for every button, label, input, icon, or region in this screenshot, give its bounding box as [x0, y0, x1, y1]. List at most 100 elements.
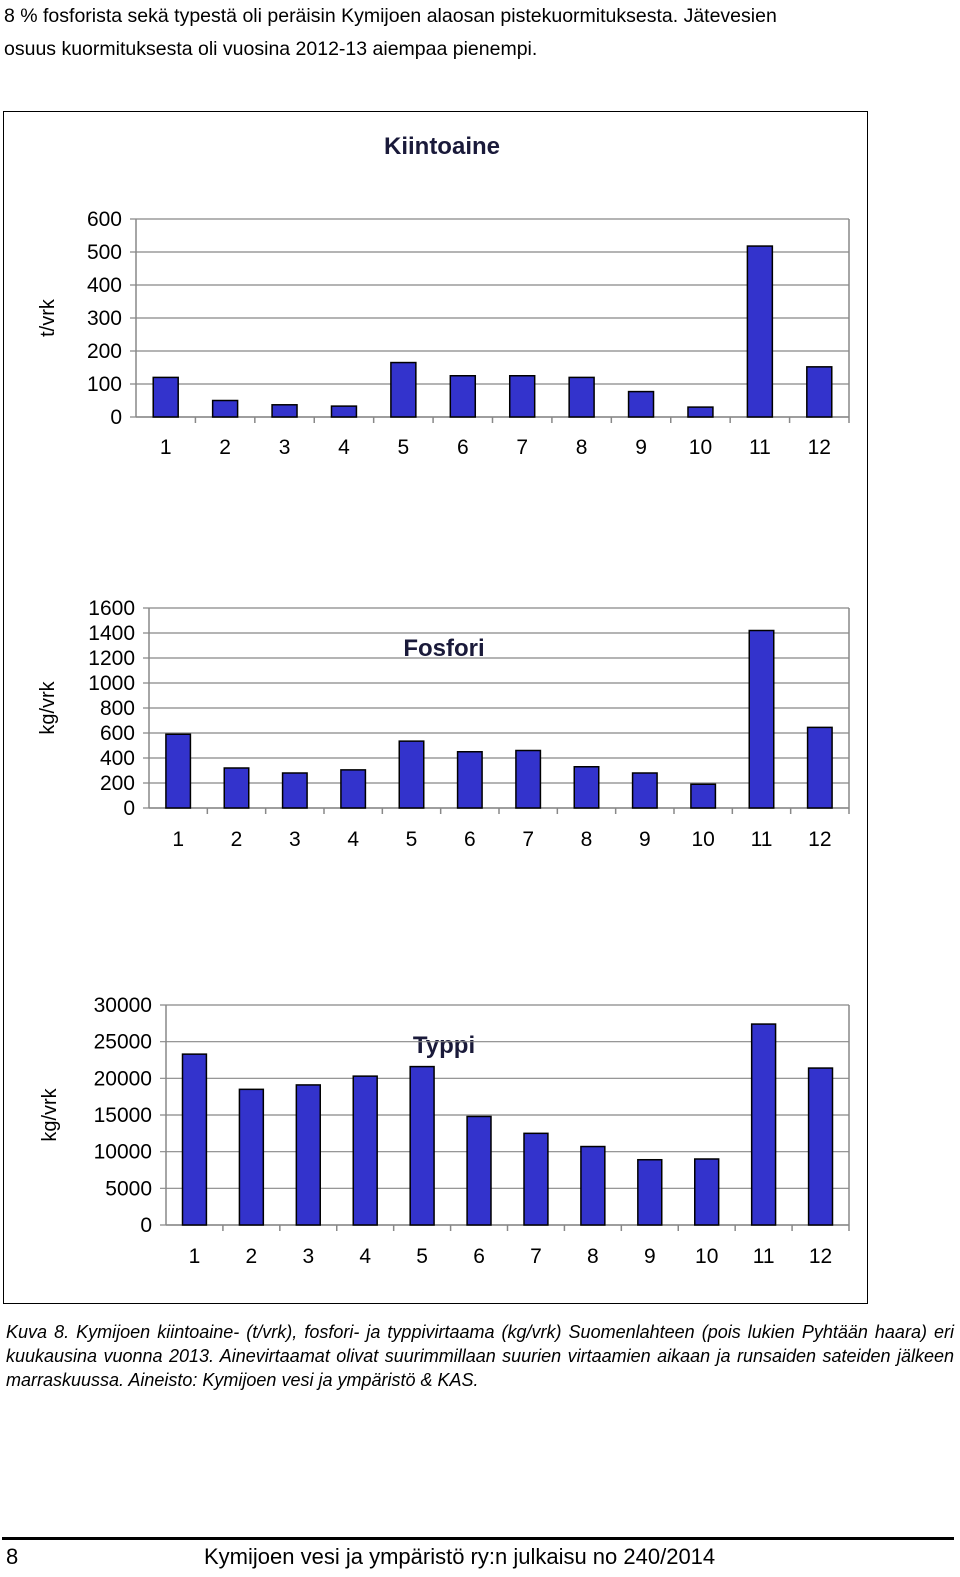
- y-axis-label: kg/vrk: [37, 680, 59, 734]
- x-tick-label: 10: [691, 828, 714, 851]
- y-tick-label: 200: [100, 772, 135, 795]
- footer-rule: [2, 1537, 954, 1540]
- bar-fosfori-3: [281, 772, 308, 809]
- x-tick-label: 9: [639, 828, 651, 851]
- bar-kiintoaine-3: [271, 404, 298, 418]
- x-tick-label: 2: [231, 828, 243, 851]
- y-tick-label: 200: [87, 340, 122, 363]
- chart-typpi: Typpi 0 5000 10000 15000 20000 25000 30000 kg/vr…: [4, 902, 869, 1297]
- y-tick-label: 1200: [88, 647, 135, 670]
- bar-kiintoaine-6: [449, 375, 477, 418]
- y-tick-label: 5000: [105, 1177, 152, 1200]
- figure-frame: Kiintoaine 0 100 200 300 400 500 600 t/vrk 1 2 3 4 5 6…: [3, 111, 868, 1304]
- x-tick-label: 8: [581, 828, 593, 851]
- x-tick-label: 11: [751, 828, 773, 851]
- y-tick-label: 1000: [88, 672, 135, 695]
- y-tick-label: 15000: [94, 1104, 152, 1127]
- bar-typpi-9: [637, 1158, 663, 1226]
- bar-fosfori-1: [165, 733, 192, 809]
- chart-kiintoaine: Kiintoaine 0 100 200 300 400 500 600 t/vrk 1 2 3 4 5 6…: [4, 112, 869, 482]
- x-tick-label: 3: [302, 1245, 314, 1268]
- x-tick-label: 1: [172, 828, 184, 851]
- chart-title: Typpi: [413, 1032, 475, 1059]
- bar-kiintoaine-10: [687, 406, 714, 418]
- y-tick-label: 30000: [94, 994, 152, 1017]
- bar-typpi-3: [295, 1084, 321, 1226]
- bar-kiintoaine-12: [806, 366, 833, 418]
- bar-kiintoaine-11: [746, 245, 774, 418]
- caption-label: Kuva 8.: [6, 1322, 70, 1342]
- x-tick-label: 4: [347, 828, 359, 851]
- bar-fosfori-8: [573, 766, 600, 809]
- x-tick-label: 3: [289, 828, 301, 851]
- x-tick-label: 1: [189, 1245, 201, 1268]
- bar-fosfori-12: [806, 726, 833, 809]
- x-tick-label: 8: [587, 1245, 599, 1268]
- y-axis-label: kg/vrk: [39, 1087, 61, 1141]
- bar-kiintoaine-2: [211, 399, 239, 418]
- y-tick-label: 100: [87, 373, 122, 396]
- bar-kiintoaine-5: [390, 361, 417, 418]
- y-tick-label: 300: [87, 307, 122, 330]
- x-tick-label: 4: [359, 1245, 371, 1268]
- y-tick-label: 10000: [94, 1141, 152, 1164]
- y-tick-label: 25000: [94, 1031, 152, 1054]
- bar-typpi-1: [181, 1053, 208, 1226]
- x-tick-label: 10: [695, 1245, 718, 1268]
- y-tick-label: 0: [123, 797, 135, 820]
- x-tick-label: 5: [406, 828, 418, 851]
- x-tick-label: 11: [753, 1245, 775, 1268]
- bar-kiintoaine-9: [627, 390, 655, 418]
- bar-typpi-10: [694, 1158, 720, 1226]
- x-tick-label: 8: [576, 436, 588, 459]
- bar-fosfori-4: [340, 769, 367, 809]
- x-tick-label: 5: [416, 1245, 428, 1268]
- figure-caption: Kuva 8. Kymijoen kiintoaine- (t/vrk), fo…: [6, 1320, 954, 1392]
- bar-typpi-8: [580, 1145, 606, 1226]
- y-tick-label: 800: [100, 697, 135, 720]
- bar-fosfori-6: [456, 751, 483, 809]
- x-tick-label: 4: [338, 436, 350, 459]
- bar-fosfori-7: [515, 749, 542, 809]
- intro-line-2: osuus kuormituksesta oli vuosina 2012-13…: [4, 38, 538, 60]
- bar-kiintoaine-8: [568, 376, 595, 418]
- x-tick-label: 9: [644, 1245, 656, 1268]
- footer-publication: Kymijoen vesi ja ympäristö ry:n julkaisu…: [204, 1544, 716, 1569]
- bar-typpi-7: [523, 1132, 549, 1226]
- chart-title: Kiintoaine: [384, 133, 500, 160]
- y-tick-label: 0: [110, 406, 122, 429]
- bar-typpi-12: [807, 1067, 834, 1226]
- x-tick-label: 2: [246, 1245, 258, 1268]
- bar-kiintoaine-1: [152, 376, 179, 418]
- x-tick-label: 12: [809, 1245, 832, 1268]
- bar-kiintoaine-4: [330, 405, 358, 418]
- y-tick-label: 1600: [88, 597, 135, 620]
- x-tick-label: 1: [160, 436, 172, 459]
- bar-fosfori-2: [223, 767, 250, 809]
- x-tick-label: 7: [516, 436, 528, 459]
- x-tick-label: 10: [689, 436, 712, 459]
- x-tick-label: 7: [530, 1245, 542, 1268]
- y-tick-label: 600: [87, 208, 122, 231]
- x-tick-label: 5: [398, 436, 410, 459]
- bar-kiintoaine-7: [508, 375, 536, 418]
- x-tick-label: 6: [473, 1245, 485, 1268]
- x-tick-label: 9: [635, 436, 647, 459]
- caption-text: Kymijoen kiintoaine- (t/vrk), fosfori- j…: [6, 1322, 954, 1390]
- intro-line-1: 8 % fosforista sekä typestä oli peräisin…: [4, 5, 777, 27]
- y-tick-label: 0: [140, 1214, 152, 1237]
- x-tick-label: 7: [522, 828, 534, 851]
- bar-typpi-2: [238, 1088, 265, 1226]
- y-axis-label: t/vrk: [37, 298, 59, 337]
- y-tick-label: 1400: [88, 622, 135, 645]
- y-tick-label: 600: [100, 722, 135, 745]
- bar-typpi-5: [409, 1065, 435, 1226]
- x-tick-label: 6: [464, 828, 476, 851]
- x-tick-label: 2: [219, 436, 231, 459]
- y-tick-label: 500: [87, 241, 122, 264]
- bar-fosfori-10: [690, 783, 717, 809]
- y-tick-label: 400: [100, 747, 135, 770]
- bar-fosfori-11: [748, 629, 775, 809]
- x-tick-label: 12: [808, 436, 831, 459]
